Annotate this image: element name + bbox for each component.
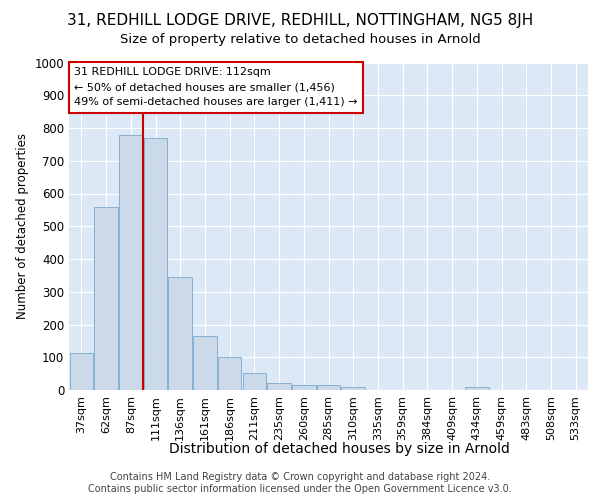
Bar xyxy=(144,138,167,390)
Bar xyxy=(317,385,340,390)
Text: Distribution of detached houses by size in Arnold: Distribution of detached houses by size … xyxy=(169,442,509,456)
Text: Contains public sector information licensed under the Open Government Licence v3: Contains public sector information licen… xyxy=(88,484,512,494)
Bar xyxy=(242,373,266,390)
Bar xyxy=(70,354,93,390)
Text: 31, REDHILL LODGE DRIVE, REDHILL, NOTTINGHAM, NG5 8JH: 31, REDHILL LODGE DRIVE, REDHILL, NOTTIN… xyxy=(67,12,533,28)
Text: Contains HM Land Registry data © Crown copyright and database right 2024.: Contains HM Land Registry data © Crown c… xyxy=(110,472,490,482)
Bar xyxy=(268,384,291,390)
Bar xyxy=(193,336,217,390)
Bar xyxy=(341,388,365,390)
Y-axis label: Number of detached properties: Number of detached properties xyxy=(16,133,29,320)
Bar xyxy=(94,206,118,390)
Bar xyxy=(465,386,488,390)
Bar xyxy=(292,385,316,390)
Bar xyxy=(218,357,241,390)
Text: 31 REDHILL LODGE DRIVE: 112sqm
← 50% of detached houses are smaller (1,456)
49% : 31 REDHILL LODGE DRIVE: 112sqm ← 50% of … xyxy=(74,68,358,107)
Bar xyxy=(169,277,192,390)
Text: Size of property relative to detached houses in Arnold: Size of property relative to detached ho… xyxy=(119,32,481,46)
Bar xyxy=(119,134,143,390)
